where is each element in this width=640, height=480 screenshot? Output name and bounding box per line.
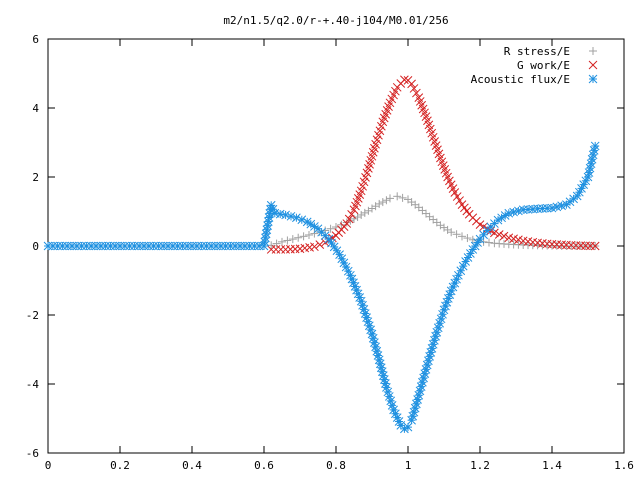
legend-label: G work/E: [517, 59, 570, 72]
x-tick-label: 0.6: [254, 459, 274, 472]
y-tick-label: 0: [32, 240, 39, 253]
x-tick-label: 1.6: [614, 459, 634, 472]
series-layer: [43, 75, 600, 434]
data-point: [590, 141, 600, 151]
legend-marker: [588, 74, 598, 84]
data-point: [310, 242, 319, 252]
data-point: [342, 219, 352, 228]
data-point-interp: [466, 249, 475, 258]
data-point: [386, 194, 394, 203]
y-tick-label: -2: [26, 309, 39, 322]
data-point: [281, 210, 290, 220]
data-point-interp: [455, 196, 464, 205]
data-point: [458, 232, 466, 241]
data-point: [447, 228, 456, 237]
data-point: [299, 232, 308, 241]
series-3: [43, 141, 600, 434]
data-point-interp: [479, 230, 488, 240]
x-tick-label: 1.4: [542, 459, 562, 472]
data-point: [450, 188, 460, 197]
data-point-interp: [286, 211, 296, 221]
data-point-interp: [398, 193, 407, 202]
y-tick-label: -6: [26, 447, 39, 460]
data-point-interp: [271, 245, 281, 254]
data-point-interp: [272, 239, 281, 248]
data-point-interp: [294, 233, 303, 242]
x-tick-label: 0: [45, 459, 52, 472]
data-point-interp: [360, 208, 369, 217]
data-point: [393, 192, 402, 201]
x-tick-label: 1: [405, 459, 412, 472]
x-tick-label: 0.8: [326, 459, 346, 472]
x-tick-label: 0.4: [182, 459, 202, 472]
data-point: [288, 235, 297, 244]
chart-title: m2/n1.5/q2.0/r-+.40-j104/M0.01/256: [223, 14, 448, 27]
y-tick-label: 4: [32, 102, 39, 115]
data-point: [407, 79, 416, 89]
data-point: [292, 213, 301, 223]
data-point-interp: [283, 236, 292, 245]
y-tick-label: 6: [32, 33, 39, 46]
data-point-interp: [357, 210, 366, 219]
y-tick-label: 2: [32, 171, 39, 184]
data-point-interp: [412, 88, 421, 98]
data-point-interp: [337, 220, 346, 229]
y-tick-label: -4: [26, 378, 40, 391]
data-point-interp: [275, 209, 285, 219]
data-point: [461, 257, 470, 266]
data-point-interp: [485, 238, 493, 247]
data-point-interp: [382, 196, 391, 205]
x-tick-label: 0.2: [110, 459, 130, 472]
data-point-interp: [426, 348, 436, 357]
x-tick-label: 1.2: [470, 459, 490, 472]
data-point-interp: [409, 84, 419, 93]
series-2: [266, 75, 600, 254]
data-point-interp: [305, 230, 313, 239]
data-point-interp: [315, 240, 325, 249]
legend-marker: [588, 60, 598, 70]
data-point: [310, 229, 319, 238]
data-point: [342, 218, 351, 227]
legend-label: Acoustic flux/E: [471, 73, 570, 86]
data-point: [270, 208, 280, 218]
data-point-interp: [378, 198, 387, 207]
data-point-interp: [494, 230, 504, 239]
data-point-interp: [452, 192, 462, 201]
data-point: [590, 241, 600, 251]
data-point-interp: [347, 210, 356, 219]
data-point-interp: [514, 206, 523, 216]
legend-label: R stress/E: [504, 45, 570, 58]
data-point: [375, 199, 384, 208]
data-point-interp: [452, 230, 461, 239]
data-point: [475, 234, 485, 244]
data-point-interp: [326, 224, 335, 233]
data-point: [400, 75, 409, 85]
data-point-interp: [276, 245, 286, 254]
data-point-interp: [359, 305, 369, 314]
data-point-interp: [339, 258, 349, 268]
data-point: [490, 228, 499, 238]
data-point-interp: [344, 214, 354, 224]
data-point-interp: [412, 399, 421, 409]
data-point: [278, 237, 286, 246]
data-point-interp: [463, 234, 472, 243]
legend-marker: [589, 47, 597, 55]
axis-ticks: 0 0.2 0.4 0.6 0.8 1 1.2 1.4 1.6 -6 -4 -2 0 2 4 6: [26, 33, 634, 472]
data-point-interp: [499, 231, 509, 241]
